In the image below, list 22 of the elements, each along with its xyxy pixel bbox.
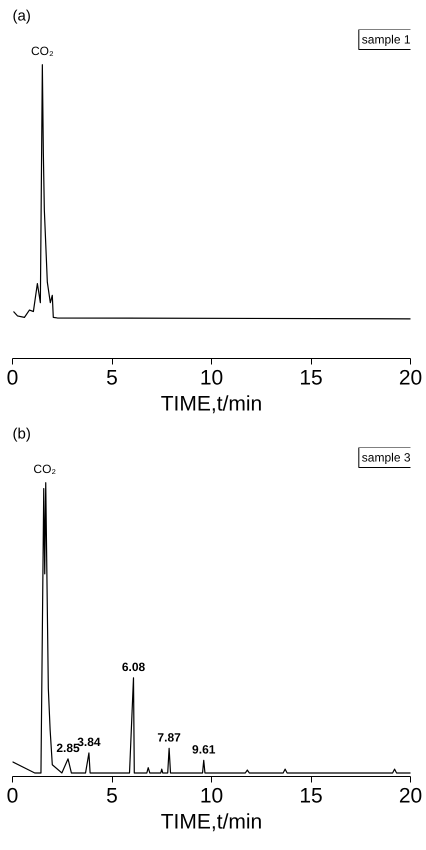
- x-tick-label: 15: [299, 366, 323, 390]
- chart-title: (a): [12, 8, 31, 24]
- x-tick-label: 20: [398, 366, 422, 390]
- chart-title: (b): [12, 426, 31, 442]
- x-tick-label: 10: [200, 366, 224, 390]
- text: sample 3: [362, 450, 411, 464]
- x-tick-label: 10: [200, 784, 224, 808]
- x-axis-title: TIME,t/min: [160, 810, 262, 834]
- x-axis-title: TIME,t/min: [160, 392, 262, 416]
- x-tick-label: 20: [398, 784, 422, 808]
- annotation: CO₂: [33, 462, 56, 476]
- annotation: 9.61: [192, 742, 216, 756]
- x-tick-label: 0: [6, 366, 18, 390]
- text: sample 1: [362, 32, 411, 46]
- annotation: CO₂: [31, 44, 54, 58]
- annotation: 7.87: [157, 730, 182, 744]
- annotation: 6.08: [122, 660, 146, 674]
- x-tick-label: 5: [106, 784, 118, 808]
- x-tick-label: 5: [106, 366, 118, 390]
- x-tick-label: 0: [6, 784, 18, 808]
- x-tick-label: 15: [299, 784, 323, 808]
- annotation: 2.85: [56, 740, 80, 755]
